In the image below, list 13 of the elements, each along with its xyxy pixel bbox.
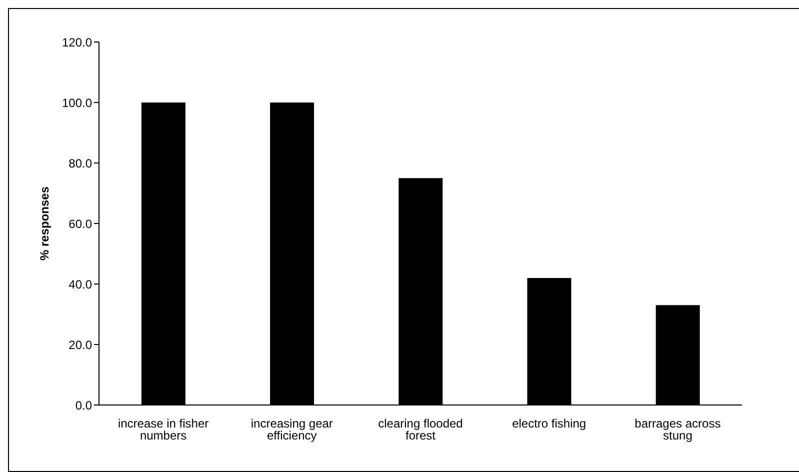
y-axis-title: % responses [37, 186, 52, 261]
y-tick-label: 120.0 [62, 35, 92, 50]
x-tick-label: barrages across stung [634, 416, 721, 443]
y-tick-label: 20.0 [68, 338, 92, 352]
x-tick-label: increase in fisher numbers [118, 416, 209, 443]
x-tick-label: increasing gear efficiency [250, 416, 333, 443]
x-tick-label: clearing flooded forest [378, 416, 463, 443]
x-tick-label: electro fishing [512, 416, 586, 431]
y-tick-label: 0.0 [75, 398, 92, 412]
y-tick-label: 40.0 [68, 277, 92, 292]
y-tick-label: 60.0 [68, 216, 92, 231]
y-tick-label: 100.0 [62, 96, 92, 110]
y-tick-label: 80.0 [68, 156, 92, 170]
